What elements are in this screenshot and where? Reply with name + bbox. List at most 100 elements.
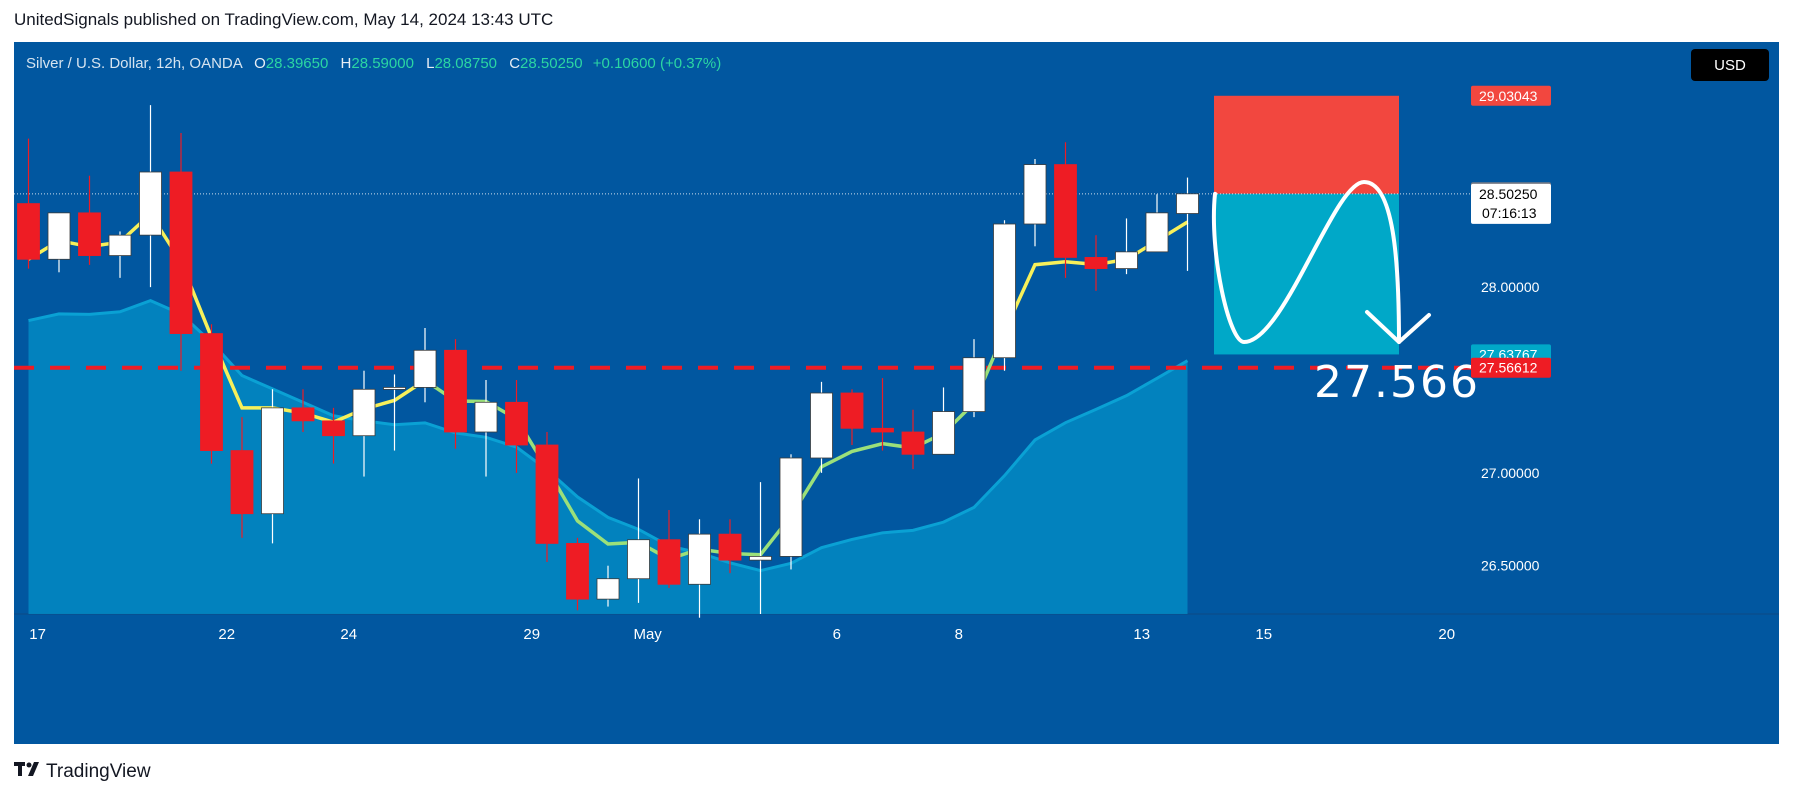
candle-body <box>169 171 193 334</box>
candle-8 <box>261 389 284 544</box>
candle-body <box>505 401 528 446</box>
legend-change: +0.10600 (+0.37%) <box>592 55 722 72</box>
candle-body <box>810 392 833 459</box>
candle-body <box>1023 164 1047 225</box>
candle-body <box>200 333 223 451</box>
candle-16 <box>505 380 528 473</box>
x-tick-label: 20 <box>1438 626 1455 643</box>
candle-body <box>261 407 284 515</box>
y-tick-label: 26.50000 <box>1481 558 1540 574</box>
price-label-box <box>1471 357 1551 378</box>
candle-body <box>291 407 315 422</box>
candle-15 <box>474 380 498 477</box>
legend-high-label: H <box>340 55 352 72</box>
stop-loss-zone <box>1214 95 1399 194</box>
candle-10 <box>322 407 345 464</box>
candle-37 <box>1145 194 1169 253</box>
candle-0 <box>17 138 40 269</box>
legend-symbol: Silver / U.S. Dollar, 12h, OANDA <box>26 55 242 72</box>
candle-20 <box>627 478 650 603</box>
candle-21 <box>657 510 681 588</box>
price-label-countdown: 07:16:13 <box>1482 205 1537 221</box>
candle-27 <box>840 389 864 445</box>
candle-body <box>932 411 955 455</box>
price-label-box <box>1471 183 1551 224</box>
chart-area[interactable]: 27.566 28.00000 27.00000 26.50000 29.03043 28… <box>14 42 1779 744</box>
candle-body <box>1145 212 1169 253</box>
candle-7 <box>230 417 254 538</box>
x-tick-label: 24 <box>340 626 357 643</box>
currency-button[interactable]: USD <box>1691 49 1769 81</box>
price-label-28.50250: 28.50250 07:16:13 <box>1471 183 1551 224</box>
candle-36 <box>1115 218 1138 275</box>
candle-body <box>230 450 254 515</box>
candle-body <box>47 212 71 260</box>
candlestick-chart[interactable]: 27.566 28.00000 27.00000 26.50000 29.03043 28… <box>14 42 1779 744</box>
candle-12 <box>383 374 406 451</box>
candle-body <box>444 349 467 433</box>
candle-body <box>749 556 772 561</box>
symbol-legend: Silver / U.S. Dollar, 12h, OANDA O28.396… <box>26 55 721 72</box>
candle-26 <box>810 381 833 473</box>
legend-close-value: 28.50250 <box>520 55 583 72</box>
candle-3 <box>108 231 132 278</box>
candle-body <box>596 578 620 600</box>
level-annotation: 27.566 <box>1314 357 1480 408</box>
candle-14 <box>444 339 467 449</box>
candle-body <box>1084 257 1108 269</box>
candle-body <box>535 444 559 544</box>
price-label-29.03043: 29.03043 <box>1471 85 1551 106</box>
candle-30 <box>932 387 955 455</box>
candle-6 <box>200 324 223 464</box>
candle-body <box>413 349 437 388</box>
candle-body <box>993 223 1016 359</box>
projection-arrow-icon <box>1365 310 1431 344</box>
candle-body <box>962 357 986 412</box>
candle-body <box>901 431 925 455</box>
candle-17 <box>535 432 559 562</box>
candle-22 <box>688 519 711 618</box>
candle-4 <box>139 105 162 288</box>
price-label-value: 29.03043 <box>1479 88 1538 104</box>
candle-body <box>383 387 406 390</box>
candle-body <box>1176 193 1199 214</box>
price-label-value: 28.50250 <box>1479 186 1538 202</box>
price-label-value: 27.56612 <box>1479 360 1538 376</box>
x-tick-label: 29 <box>523 626 540 643</box>
candle-body <box>17 203 40 260</box>
candle-23 <box>718 519 742 574</box>
candle-body <box>718 533 742 561</box>
candle-body <box>474 401 498 433</box>
candle-1 <box>47 212 71 273</box>
candle-11 <box>352 370 376 477</box>
legend-open-value: 28.39650 <box>265 55 329 72</box>
slow-ma-area <box>28 300 1188 614</box>
candle-body <box>566 543 589 600</box>
projection-curve <box>1211 179 1401 345</box>
footer-brand: TradingView <box>46 760 151 782</box>
legend-high-value: 28.59000 <box>351 55 414 72</box>
candle-body <box>779 457 803 557</box>
x-tick-label: 15 <box>1255 626 1272 643</box>
candle-31 <box>962 339 986 418</box>
footer: TradingView <box>14 760 151 783</box>
candle-32 <box>993 220 1016 371</box>
take-profit-zone <box>1214 193 1399 355</box>
x-tick-label: May <box>633 626 662 643</box>
legend-low-value: 28.08750 <box>434 55 498 72</box>
candle-body <box>1115 251 1138 269</box>
x-tick-label: 13 <box>1133 626 1150 643</box>
legend-close-label: C <box>509 55 521 72</box>
legend-low-label: L <box>426 55 435 72</box>
x-tick-label: 22 <box>218 626 235 643</box>
candle-35 <box>1084 235 1108 291</box>
price-label-27.56612: 27.56612 <box>1471 357 1551 378</box>
candle-body <box>352 388 376 437</box>
candle-5 <box>169 133 193 371</box>
candle-9 <box>291 389 315 432</box>
candle-body <box>108 234 132 256</box>
x-tick-label: 6 <box>833 626 841 643</box>
candle-38 <box>1176 177 1199 271</box>
candle-body <box>627 539 650 580</box>
y-tick-label: 28.00000 <box>1481 279 1540 295</box>
